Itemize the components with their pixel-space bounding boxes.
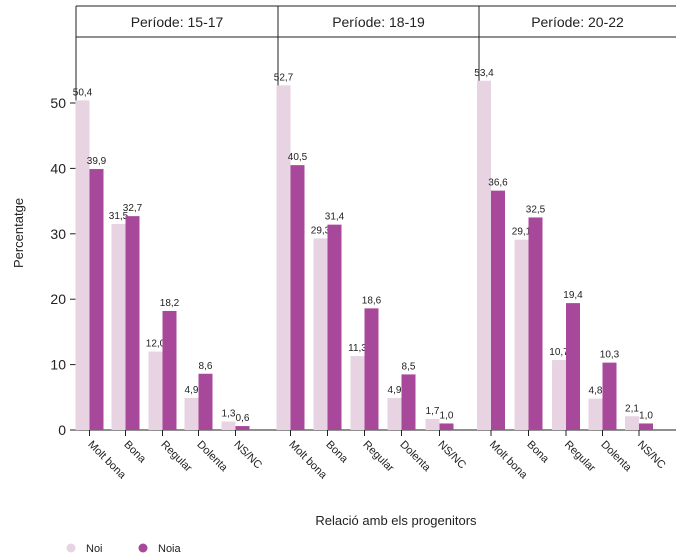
bar-noia	[639, 423, 653, 430]
data-label: 52,7	[274, 72, 294, 83]
bar-noi	[350, 356, 365, 430]
data-label: 29,3	[311, 225, 331, 236]
bar-noi	[625, 416, 639, 430]
y-tick-label: 50	[50, 95, 66, 111]
bar-noia	[364, 308, 379, 430]
y-axis-title: Percentatge	[11, 198, 26, 268]
y-tick-label: 30	[50, 226, 66, 242]
data-label: 32,5	[526, 204, 546, 215]
x-tick-label: Bona	[121, 439, 148, 466]
data-label: 10,7	[549, 347, 569, 358]
bar-noi	[184, 397, 199, 430]
data-label: 1,7	[426, 406, 440, 417]
bar-noia	[235, 426, 250, 430]
data-label: 10,3	[600, 350, 620, 361]
data-label: 4,9	[388, 385, 402, 396]
bar-noia	[528, 217, 543, 430]
x-tick-label: NS/NC	[231, 439, 264, 472]
legend: Noi Noia	[66, 543, 182, 555]
x-tick-label: Bona	[323, 439, 350, 466]
data-label: 12,0	[146, 339, 166, 350]
bar-noi	[313, 238, 328, 430]
bar-noi	[477, 80, 491, 430]
x-tick-label: Regular	[158, 439, 194, 475]
x-tick-label: Dolenta	[194, 439, 230, 475]
legend-label-noia: Noia	[158, 543, 182, 555]
bar-noia	[290, 165, 305, 430]
x-tick-label: Molt bona	[286, 439, 329, 482]
bar-noi	[111, 223, 126, 430]
data-label: 36,6	[488, 178, 508, 189]
x-tick-label: Dolenta	[598, 439, 634, 475]
x-tick-label: Dolenta	[397, 439, 433, 475]
bar-noi	[514, 239, 529, 430]
legend-marker-noi	[66, 543, 76, 553]
x-axis-title: Relació amb els progenitors	[315, 513, 477, 528]
x-tick-label: Regular	[360, 439, 396, 475]
bar-noia	[125, 216, 140, 430]
bar-noi	[387, 397, 402, 430]
bar-noia	[401, 374, 416, 430]
panel-title-2: Període: 18-19	[332, 14, 425, 30]
x-tick-label: Regular	[562, 439, 598, 475]
bar-noi	[276, 85, 291, 430]
data-label: 11,3	[348, 343, 367, 354]
data-label: 1,0	[639, 410, 653, 421]
data-label: 1,0	[440, 410, 454, 421]
data-label: 18,6	[362, 295, 382, 306]
data-label: 1,3	[222, 408, 236, 419]
data-label: 8,6	[199, 361, 213, 372]
data-label: 40,5	[288, 152, 308, 163]
data-label: 32,7	[123, 203, 143, 214]
x-tick-label: Bona	[524, 439, 551, 466]
legend-label-noi: Noi	[86, 543, 103, 555]
data-label: 29,1	[512, 227, 532, 238]
data-label: 31,4	[325, 212, 345, 223]
bar-noia	[566, 303, 580, 430]
data-label: 18,2	[160, 298, 180, 309]
y-tick-label: 40	[50, 160, 66, 176]
data-label: 19,4	[563, 290, 583, 301]
panel-title-1: Període: 15-17	[131, 14, 224, 30]
y-tick-label: 10	[50, 357, 66, 373]
panel-title-3: Període: 20-22	[531, 14, 624, 30]
bar-noia	[602, 362, 617, 430]
data-label: 8,5	[402, 361, 416, 372]
data-label: 50,4	[73, 87, 93, 98]
bar-noia	[198, 373, 213, 430]
bar-noia	[439, 423, 454, 430]
bar-noia	[327, 224, 342, 430]
legend-marker-noia	[138, 543, 148, 553]
x-tick-label: NS/NC	[635, 439, 668, 472]
bar-noi	[221, 421, 236, 430]
bar-noia	[162, 310, 177, 430]
data-label: 0,6	[236, 413, 250, 424]
y-tick-label: 20	[50, 291, 66, 307]
bar-noi	[552, 360, 566, 430]
bar-noi	[75, 100, 90, 430]
data-label: 53,4	[474, 68, 494, 79]
bar-noia	[491, 190, 505, 430]
x-tick-label: Molt bona	[487, 439, 530, 482]
plot-area: 0 10 20 30 40 50 Període: 15-17 50,4 39,9 Molt bo…	[50, 5, 676, 482]
bar-noia	[89, 169, 104, 430]
x-tick-label: NS/NC	[435, 439, 468, 472]
bar-noi	[148, 351, 163, 430]
data-label: 39,9	[87, 156, 107, 167]
data-label: 2,1	[625, 403, 639, 414]
data-label: 31,5	[109, 211, 129, 222]
bar-noi	[588, 398, 603, 430]
data-label: 4,9	[185, 385, 199, 396]
y-tick-label: 0	[58, 422, 66, 438]
data-label: 4,8	[589, 386, 603, 397]
bar-noi	[425, 418, 440, 430]
